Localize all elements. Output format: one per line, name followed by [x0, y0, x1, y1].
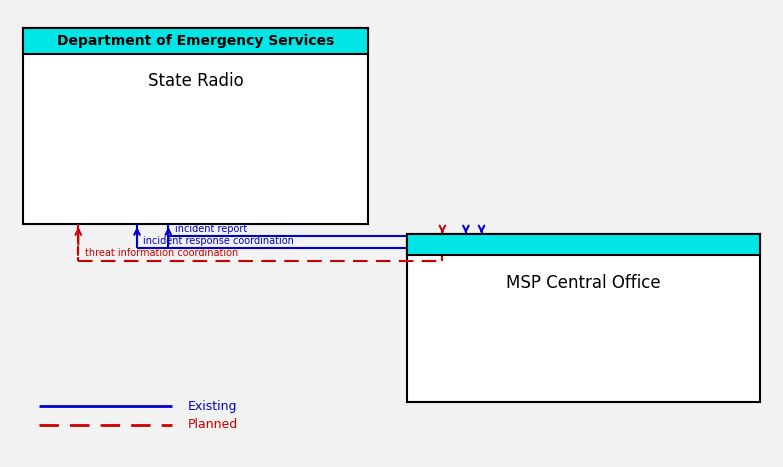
Text: Existing: Existing [188, 400, 237, 413]
FancyBboxPatch shape [407, 234, 760, 402]
Text: Planned: Planned [188, 418, 238, 432]
Text: Department of Emergency Services: Department of Emergency Services [57, 34, 334, 48]
Text: incident response coordination: incident response coordination [143, 236, 294, 246]
Text: MSP Central Office: MSP Central Office [506, 274, 661, 292]
FancyBboxPatch shape [23, 28, 368, 54]
FancyBboxPatch shape [407, 234, 760, 255]
Text: State Radio: State Radio [148, 72, 244, 90]
FancyBboxPatch shape [23, 28, 368, 224]
Text: incident report: incident report [175, 224, 247, 234]
Text: threat information coordination: threat information coordination [85, 248, 238, 258]
